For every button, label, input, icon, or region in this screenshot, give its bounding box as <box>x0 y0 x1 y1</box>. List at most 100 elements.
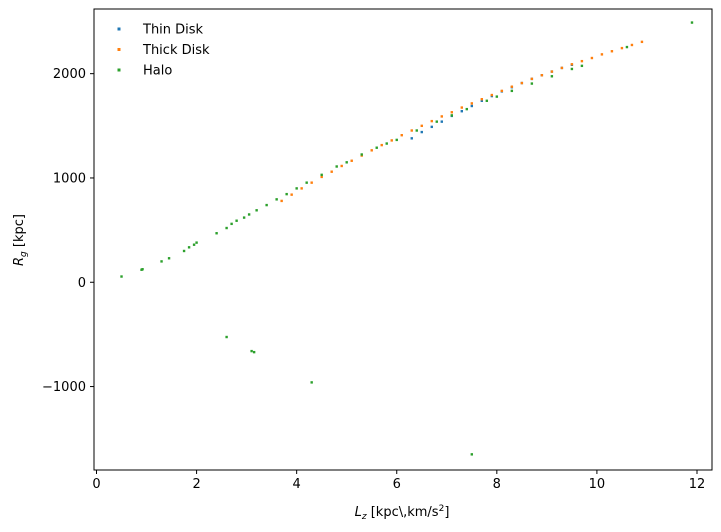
data-point <box>320 173 323 177</box>
data-point <box>600 53 604 56</box>
x-tick-label: 10 <box>589 477 606 492</box>
data-point <box>690 21 694 24</box>
data-point <box>400 134 403 137</box>
data-point <box>345 161 348 164</box>
data-point <box>485 99 489 102</box>
data-point <box>470 102 474 105</box>
data-point <box>390 139 393 142</box>
data-point <box>350 159 353 162</box>
data-point <box>460 110 463 113</box>
data-point <box>340 164 343 168</box>
data-point <box>630 43 634 47</box>
data-point <box>465 107 469 111</box>
data-point <box>335 165 338 168</box>
legend: Thin Disk Thick Disk Halo <box>117 23 210 79</box>
y-axis-label: Rg [kpc] <box>12 214 29 266</box>
data-point <box>530 77 534 81</box>
data-point <box>195 241 198 244</box>
data-point <box>570 67 574 71</box>
data-points <box>120 21 694 456</box>
data-point <box>187 246 191 249</box>
data-point <box>520 81 524 85</box>
data-point <box>235 219 238 222</box>
legend-label: Thick Disk <box>142 43 210 58</box>
plot-area <box>94 9 712 470</box>
data-point <box>370 149 373 152</box>
x-tick-label: 4 <box>293 477 301 492</box>
data-point <box>250 349 253 353</box>
data-point <box>225 226 228 230</box>
legend-marker <box>117 68 121 72</box>
data-point <box>490 93 494 97</box>
data-point <box>440 115 443 118</box>
y-tick-label: 1000 <box>53 171 86 186</box>
legend-marker <box>117 27 121 31</box>
data-point <box>640 40 644 44</box>
data-point <box>415 129 418 132</box>
y-tick-label: 0 <box>78 276 86 291</box>
data-point <box>480 99 484 102</box>
data-point <box>570 63 574 66</box>
data-point <box>440 120 443 123</box>
data-point <box>385 142 388 145</box>
data-point <box>410 137 413 140</box>
data-point <box>430 125 433 129</box>
data-point <box>215 232 218 235</box>
x-tick-label: 6 <box>393 477 401 492</box>
data-point <box>420 130 423 134</box>
y-tick-label: 2000 <box>53 67 86 82</box>
data-point <box>610 50 614 53</box>
data-point <box>360 153 363 156</box>
data-point <box>280 199 283 203</box>
x-tick-label: 12 <box>689 477 706 492</box>
data-point <box>450 114 453 117</box>
data-point <box>310 381 313 384</box>
legend-marker <box>117 48 121 51</box>
data-point <box>430 119 433 123</box>
data-point <box>275 198 278 201</box>
data-point <box>160 260 163 263</box>
data-point <box>470 104 474 108</box>
data-point <box>560 66 564 70</box>
data-point <box>460 106 463 109</box>
x-axis-label: Lz [kpc\,km/s2] <box>355 504 450 522</box>
data-point <box>310 181 313 184</box>
data-point <box>320 175 323 179</box>
plot-frame <box>93 8 713 471</box>
data-point <box>247 213 251 216</box>
data-point <box>540 74 544 77</box>
data-point <box>252 350 256 354</box>
x-tick-label: 0 <box>92 477 100 492</box>
data-point <box>580 59 584 63</box>
data-point <box>480 98 484 101</box>
data-point <box>550 75 554 78</box>
data-point <box>167 257 171 260</box>
y-tick-label: −1000 <box>42 380 86 395</box>
data-point <box>625 45 629 49</box>
legend-label: Thin Disk <box>142 23 204 38</box>
data-point <box>530 82 534 85</box>
data-point <box>375 146 378 149</box>
series-thick-disk <box>280 40 644 203</box>
data-point <box>620 46 624 50</box>
data-point <box>242 216 246 219</box>
data-point <box>550 70 554 73</box>
x-tick-label: 8 <box>493 477 501 492</box>
data-point <box>285 192 288 196</box>
data-point <box>225 335 228 339</box>
data-point <box>182 249 186 253</box>
data-point <box>435 120 438 123</box>
data-point <box>141 268 144 271</box>
data-point <box>590 56 594 60</box>
data-point <box>410 129 413 132</box>
data-point <box>330 170 333 173</box>
data-point <box>580 64 584 68</box>
data-point <box>510 89 514 93</box>
data-point <box>265 203 268 207</box>
data-point <box>295 187 298 190</box>
series-halo <box>120 21 694 456</box>
data-point <box>255 209 258 212</box>
data-point <box>495 95 499 98</box>
data-point <box>192 243 196 246</box>
